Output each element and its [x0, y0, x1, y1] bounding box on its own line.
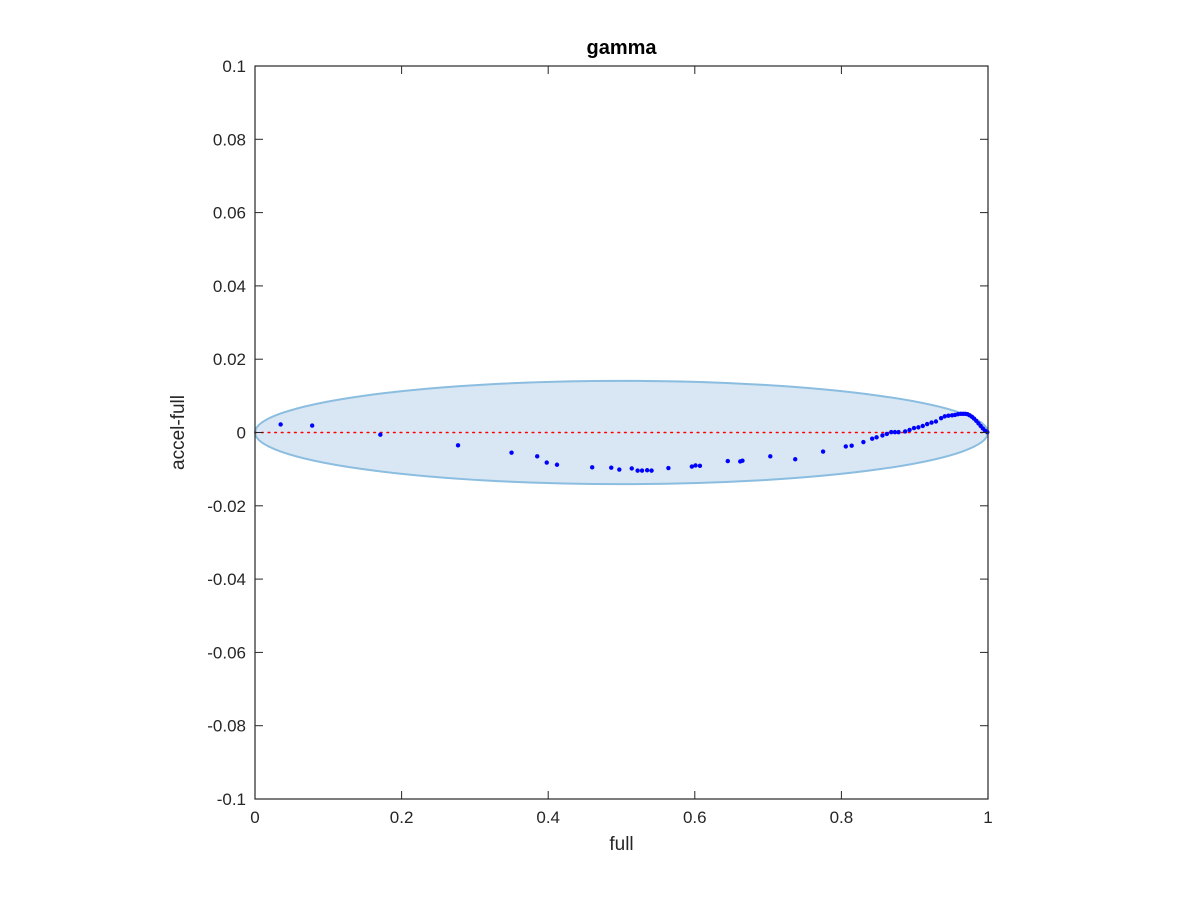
- y-tick-label-3: 0.06: [213, 204, 246, 223]
- data-point-46: [942, 414, 947, 419]
- data-point-24: [768, 454, 773, 459]
- data-point-31: [874, 435, 879, 440]
- confidence-ellipse: [254, 379, 989, 486]
- data-point-30: [869, 436, 875, 441]
- y-tick-label-9: -0.06: [207, 643, 246, 662]
- y-tick-label-11: -0.1: [217, 790, 246, 809]
- data-point-40: [916, 425, 921, 430]
- data-point-2: [309, 423, 315, 428]
- data-point-29: [861, 439, 866, 445]
- x-tick-label-3: 0.4: [536, 808, 560, 827]
- x-tick-label-6: 1: [983, 808, 992, 827]
- data-point-4: [455, 443, 461, 448]
- data-point-13: [635, 468, 640, 473]
- x-tick-label-5: 0.8: [830, 808, 854, 827]
- y-axis-label: accel-full: [168, 395, 189, 470]
- data-point-19: [693, 463, 698, 468]
- data-point-9: [589, 465, 595, 470]
- data-point-43: [929, 420, 934, 425]
- y-tick-label-7: -0.02: [207, 497, 246, 516]
- y-tick-label-8: -0.04: [207, 570, 246, 589]
- data-point-39: [911, 425, 917, 431]
- y-axis-ticks: 0.1 0.08 0.06 0.04 0.02 0 -0.02 -0.04 -0.06 -0.08…: [207, 57, 988, 809]
- data-point-6: [535, 454, 540, 459]
- x-axis-label: full: [609, 834, 633, 855]
- data-point-27: [843, 444, 848, 449]
- y-tick-label-2: 0.08: [213, 130, 246, 149]
- data-point-18: [689, 464, 695, 469]
- data-point-25: [793, 457, 798, 462]
- data-point-45: [938, 416, 944, 421]
- data-point-41: [920, 423, 925, 429]
- data-point-21: [725, 458, 730, 464]
- y-tick-label-6: 0: [237, 424, 246, 443]
- y-tick-label-1: 0.1: [222, 57, 246, 76]
- data-point-33: [884, 431, 890, 437]
- data-point-37: [902, 429, 908, 434]
- x-tick-label-4: 0.6: [683, 808, 707, 827]
- x-tick-label-2: 0.2: [390, 808, 414, 827]
- data-point-42: [924, 421, 930, 427]
- x-tick-label-1: 0: [250, 808, 259, 827]
- data-point-16: [649, 468, 654, 473]
- data-point-10: [609, 465, 614, 470]
- data-point-47: [946, 413, 951, 418]
- y-tick-label-4: 0.04: [213, 277, 246, 296]
- x-axis-ticks: 0 0.2 0.4 0.6 0.8 1: [250, 66, 993, 827]
- confidence-ellipse-layer: [254, 379, 989, 486]
- data-point-14: [639, 468, 645, 473]
- data-point-23: [740, 458, 745, 463]
- data-point-15: [644, 468, 650, 473]
- data-point-38: [907, 427, 912, 433]
- data-point-20: [697, 463, 703, 469]
- data-point-35: [892, 429, 898, 435]
- data-point-34: [889, 429, 894, 435]
- data-point-3: [378, 432, 383, 437]
- data-point-7: [544, 460, 549, 465]
- y-tick-label-5: 0.02: [213, 350, 246, 369]
- data-point-32: [880, 433, 885, 438]
- data-point-8: [554, 462, 560, 467]
- data-points-layer: [278, 411, 990, 473]
- data-point-11: [617, 467, 622, 472]
- data-point-36: [896, 429, 901, 435]
- data-point-28: [849, 443, 854, 448]
- data-point-17: [666, 465, 671, 471]
- data-point-5: [509, 450, 514, 455]
- y-tick-label-10: -0.08: [207, 717, 246, 736]
- data-point-44: [933, 419, 939, 424]
- chart-title: gamma: [586, 37, 657, 59]
- data-point-12: [629, 466, 634, 471]
- data-point-1: [278, 422, 283, 427]
- data-point-26: [820, 449, 826, 454]
